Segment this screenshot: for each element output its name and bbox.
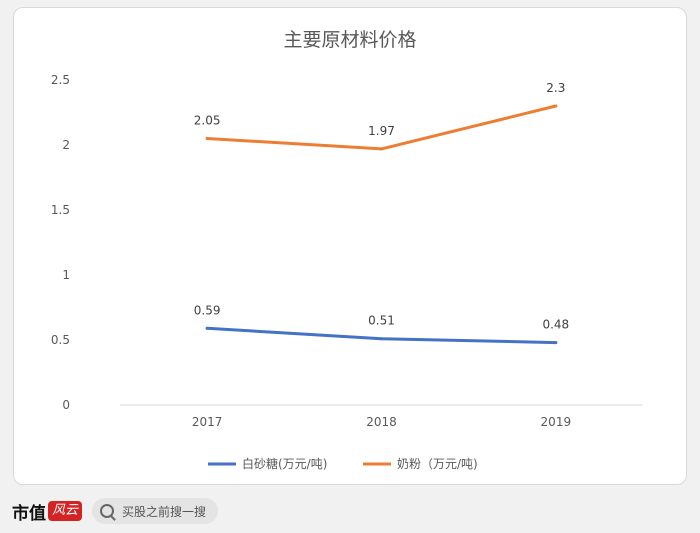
search-icon [100,504,114,518]
series-group: 0.59 0.51 0.48 2.05 1.97 2.3 [194,81,569,345]
y-tick-label: 0.5 [51,333,70,347]
data-label: 2.3 [546,81,565,95]
y-axis-ticks: 0 0.5 1 1.5 2 2.5 [51,73,70,412]
legend-label: 奶粉（万元/吨) [397,457,478,471]
data-label: 1.97 [368,124,395,138]
series-line [205,326,558,345]
data-label: 0.59 [194,303,221,317]
data-label: 0.51 [368,314,395,328]
y-tick-label: 1 [62,268,70,282]
footer-bar: 市值 风云 买股之前搜一搜 [0,490,700,533]
data-point [554,104,558,108]
x-axis-ticks: 2017 2018 2019 [192,415,571,429]
chart-title: 主要原材料价格 [283,29,416,51]
brand-seal: 风云 [48,501,83,521]
search-box[interactable]: 买股之前搜一搜 [92,498,218,524]
y-tick-label: 2.5 [51,73,70,87]
x-tick-label: 2017 [192,415,223,429]
x-tick-label: 2018 [366,415,397,429]
legend: 白砂糖(万元/吨) 奶粉（万元/吨) [208,456,478,471]
y-tick-label: 1.5 [51,203,70,217]
legend-label: 白砂糖(万元/吨) [242,456,327,471]
data-point [380,337,383,341]
data-point [380,147,383,151]
y-tick-label: 2 [62,138,70,152]
brand-name: 市值 [12,503,46,524]
data-point [554,341,558,345]
search-placeholder: 买股之前搜一搜 [122,504,207,519]
data-point [205,326,209,330]
brand-logo: 市值 风云 [12,498,83,524]
data-label: 2.05 [194,114,221,128]
y-tick-label: 0 [62,398,70,412]
x-tick-label: 2019 [541,415,572,429]
data-point [205,137,209,140]
data-label: 0.48 [542,318,569,332]
line-chart: 主要原材料价格 00.511.522.5 2017 2018 2019 0.590.… [51,29,643,471]
